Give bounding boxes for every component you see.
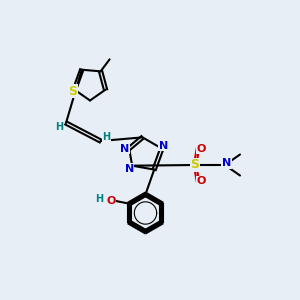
Text: O: O	[196, 143, 206, 154]
Text: O: O	[106, 196, 116, 206]
Text: N: N	[222, 158, 231, 169]
Text: H: H	[55, 122, 64, 132]
Text: H: H	[102, 131, 111, 142]
Text: O: O	[196, 176, 206, 187]
Text: N: N	[124, 164, 134, 174]
Text: N: N	[159, 140, 168, 151]
Text: N: N	[120, 143, 129, 154]
Text: H: H	[95, 194, 104, 204]
Text: S: S	[68, 85, 77, 98]
Text: S: S	[190, 158, 200, 172]
